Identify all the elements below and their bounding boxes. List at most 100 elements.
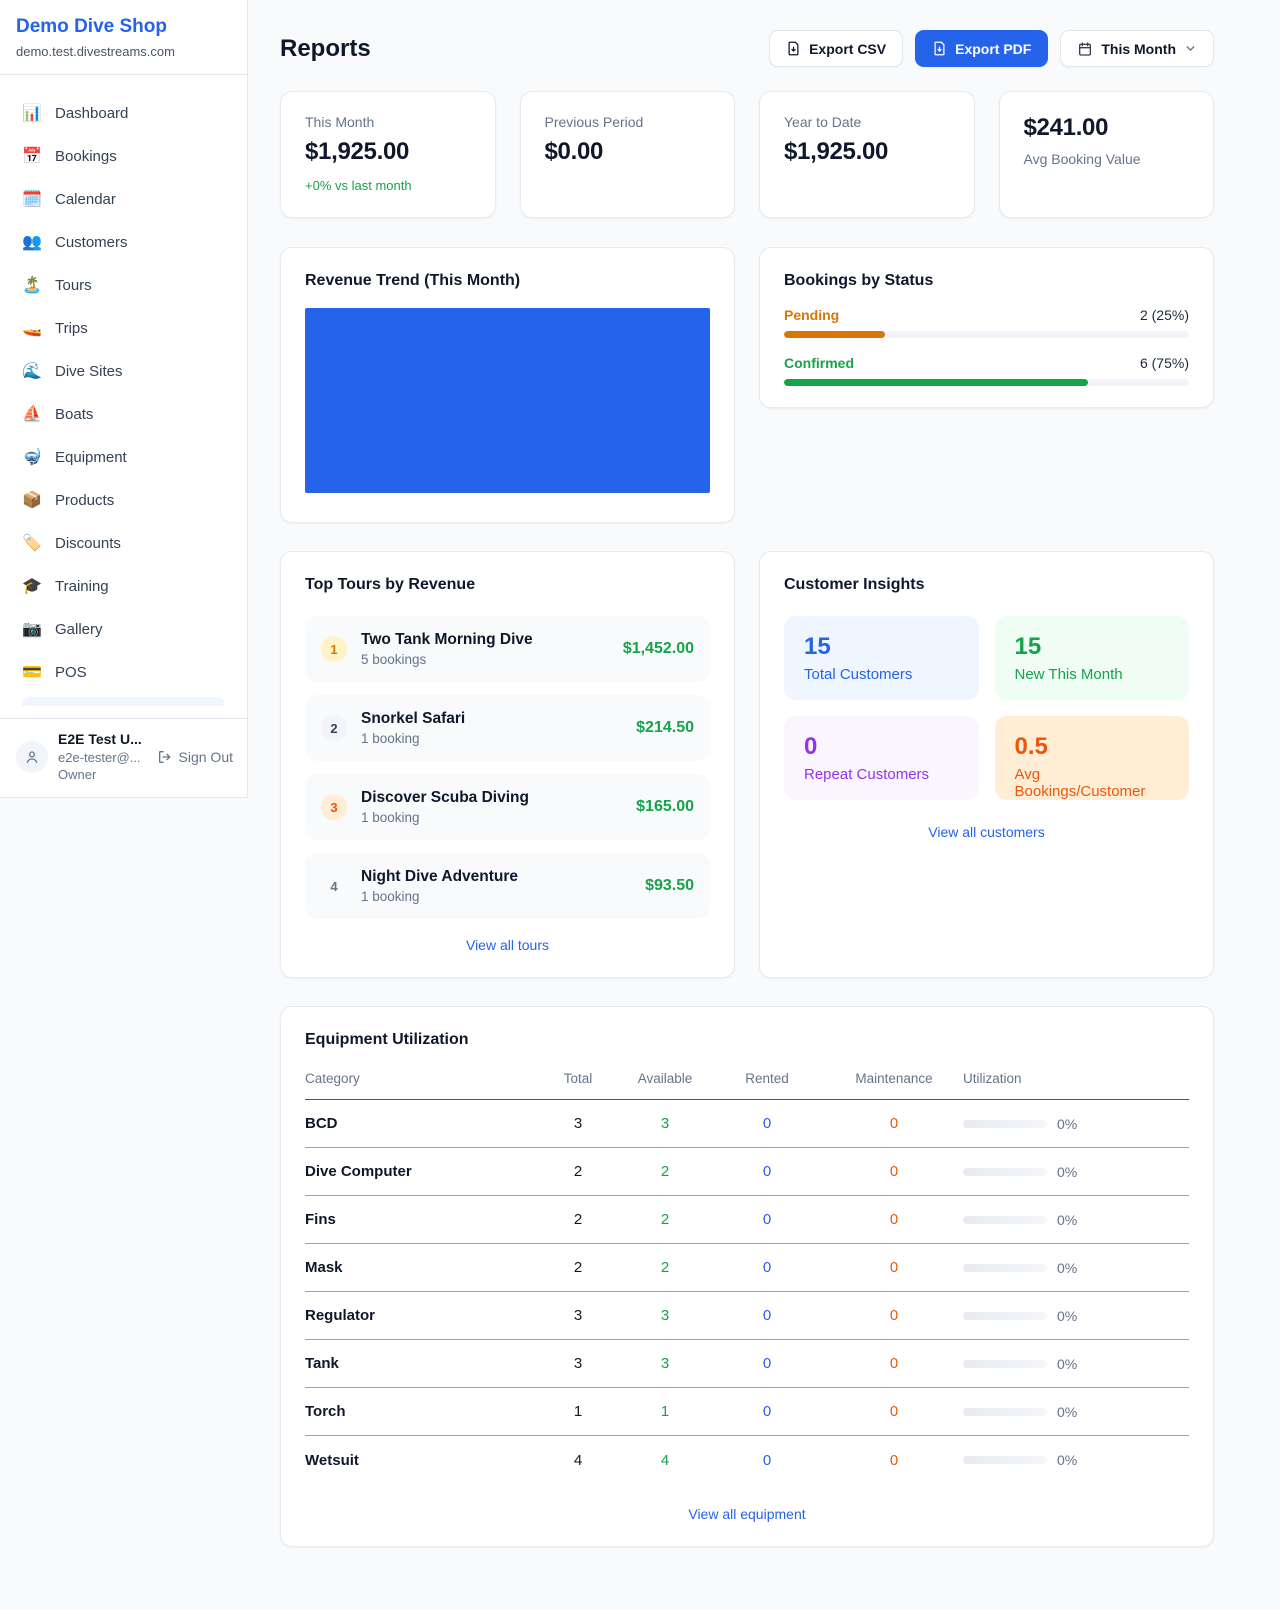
- status-value: 2 (25%): [1139, 307, 1189, 323]
- equipment-rented: 0: [762, 1259, 772, 1276]
- revenue-trend-card: Revenue Trend (This Month): [280, 247, 735, 523]
- equipment-icon: 🤿: [22, 449, 42, 466]
- tour-row: 4 Night Dive Adventure 1 booking $93.50: [305, 853, 710, 919]
- column-header-available: Available: [637, 1071, 693, 1086]
- export-pdf-label: Export PDF: [955, 40, 1032, 57]
- sidebar-item-equipment[interactable]: 🤿 Equipment: [12, 439, 235, 475]
- equipment-rented: 0: [762, 1211, 772, 1228]
- sidebar-item-label: Customers: [55, 233, 128, 251]
- tour-row: 1 Two Tank Morning Dive 5 bookings $1,45…: [305, 616, 710, 682]
- period-selector[interactable]: This Month: [1060, 30, 1214, 67]
- sidebar-item-label: Discounts: [55, 534, 121, 552]
- tour-revenue: $93.50: [645, 877, 694, 894]
- page-header: Reports Export CSV Export PDF This Month: [280, 30, 1214, 67]
- stat-value: $0.00: [544, 138, 604, 165]
- sidebar-item-bookings[interactable]: 📅 Bookings: [12, 138, 235, 174]
- user-email: e2e-tester@...: [58, 750, 141, 765]
- equipment-maintenance: 0: [889, 1451, 899, 1469]
- sidebar-item-dive-sites[interactable]: 🌊 Dive Sites: [12, 353, 235, 389]
- equipment-category: Fins: [305, 1211, 336, 1228]
- sidebar-item-label: Equipment: [55, 448, 127, 466]
- sidebar-item-reports-active-partial[interactable]: [22, 697, 225, 706]
- tour-revenue: $165.00: [636, 798, 694, 815]
- equipment-total: 2: [573, 1259, 583, 1276]
- main-content: Reports Export CSV Export PDF This Month…: [248, 0, 1230, 1607]
- sidebar-item-products[interactable]: 📦 Products: [12, 482, 235, 518]
- user-icon: [26, 751, 38, 763]
- tour-revenue: $214.50: [636, 719, 694, 736]
- status-label: Confirmed: [784, 355, 854, 371]
- table-row: BCD 3 3 0 0 0%: [305, 1100, 1189, 1148]
- stat-card-previous-period: Previous Period $0.00: [519, 91, 735, 218]
- sidebar-item-training[interactable]: 🎓 Training: [12, 568, 235, 604]
- sidebar-item-gallery[interactable]: 📷 Gallery: [12, 611, 235, 647]
- equipment-category: Mask: [305, 1259, 343, 1276]
- insight-value: 0: [804, 733, 818, 760]
- sidebar-item-trips[interactable]: 🚤 Trips: [12, 310, 235, 346]
- equipment-maintenance: 0: [889, 1115, 899, 1132]
- utilization-bar: [963, 1119, 1047, 1128]
- utilization-bar: [963, 1215, 1047, 1224]
- insight-label: Repeat Customers: [804, 766, 930, 783]
- tour-row: 3 Discover Scuba Diving 1 booking $165.0…: [305, 774, 710, 840]
- sidebar-item-label: Products: [55, 491, 115, 509]
- sidebar-item-customers[interactable]: 👥 Customers: [12, 224, 235, 260]
- sign-out-button[interactable]: Sign Out: [157, 749, 233, 765]
- equipment-total: 2: [573, 1211, 583, 1228]
- equipment-rented: 0: [762, 1451, 772, 1469]
- equipment-maintenance: 0: [889, 1403, 899, 1420]
- insight-value: 15: [1014, 633, 1042, 660]
- equipment-rented: 0: [762, 1163, 772, 1180]
- status-row-confirmed: Confirmed 6 (75%): [784, 355, 1189, 386]
- equipment-table-header: Category Total Available Rented Maintena…: [305, 1071, 1189, 1100]
- file-download-icon: [788, 41, 799, 56]
- sidebar-item-dashboard[interactable]: 📊 Dashboard: [12, 95, 235, 131]
- view-all-customers-link[interactable]: View all customers: [928, 824, 1045, 840]
- equipment-available: 2: [660, 1259, 670, 1276]
- equipment-category: Torch: [305, 1403, 346, 1420]
- export-pdf-button[interactable]: Export PDF: [915, 30, 1049, 67]
- revenue-trend-bar: [305, 308, 710, 493]
- tour-bookings: 1 booking: [361, 810, 420, 825]
- sidebar-item-calendar[interactable]: 🗓️ Calendar: [12, 181, 235, 217]
- sign-out-icon: [158, 751, 170, 763]
- sidebar-item-pos[interactable]: 💳 POS: [12, 654, 235, 690]
- equipment-maintenance: 0: [889, 1307, 899, 1324]
- tour-row: 2 Snorkel Safari 1 booking $214.50: [305, 695, 710, 761]
- sidebar-item-boats[interactable]: ⛵ Boats: [12, 396, 235, 432]
- equipment-rented: 0: [762, 1355, 772, 1372]
- trips-icon: 🚤: [22, 320, 42, 337]
- utilization-percent: 0%: [1057, 1355, 1078, 1372]
- insights-row: Top Tours by Revenue 1 Two Tank Morning …: [280, 551, 1214, 978]
- charts-row: Revenue Trend (This Month) Bookings by S…: [280, 247, 1214, 523]
- equipment-available: 3: [660, 1355, 670, 1372]
- column-header-total: Total: [563, 1071, 593, 1086]
- insight-label: Total Customers: [804, 666, 913, 683]
- view-all-tours-link[interactable]: View all tours: [465, 937, 549, 953]
- boats-icon: ⛵: [22, 406, 42, 423]
- stat-card-year-to-date: Year to Date $1,925.00: [759, 91, 975, 218]
- utilization-bar: [963, 1456, 1047, 1464]
- status-progress-track: [784, 379, 1189, 386]
- sidebar-item-label: Bookings: [55, 147, 117, 165]
- sidebar-nav: 📊 Dashboard 📅 Bookings 🗓️ Calendar 👥 Custome…: [0, 75, 247, 706]
- revenue-trend-title: Revenue Trend (This Month): [305, 272, 521, 289]
- stat-change: +0% vs last month: [305, 178, 412, 193]
- equipment-available: 2: [660, 1163, 670, 1180]
- status-progress-fill: [784, 331, 886, 338]
- sidebar-item-tours[interactable]: 🏝️ Tours: [12, 267, 235, 303]
- equipment-available: 1: [660, 1403, 670, 1420]
- sidebar-item-label: Dashboard: [55, 104, 129, 122]
- sidebar-item-discounts[interactable]: 🏷️ Discounts: [12, 525, 235, 561]
- equipment-available: 3: [660, 1115, 670, 1132]
- equipment-utilization-cell: 0%: [963, 1356, 1189, 1372]
- utilization-percent: 0%: [1057, 1163, 1078, 1180]
- tour-name: Discover Scuba Diving: [361, 789, 529, 806]
- export-csv-label: Export CSV: [809, 40, 887, 57]
- view-all-equipment-link[interactable]: View all equipment: [688, 1506, 806, 1522]
- equipment-category: Dive Computer: [305, 1163, 412, 1180]
- period-label: This Month: [1101, 40, 1176, 57]
- equipment-available: 3: [660, 1307, 670, 1324]
- status-progress-fill: [784, 379, 1088, 386]
- export-csv-button[interactable]: Export CSV: [769, 30, 904, 67]
